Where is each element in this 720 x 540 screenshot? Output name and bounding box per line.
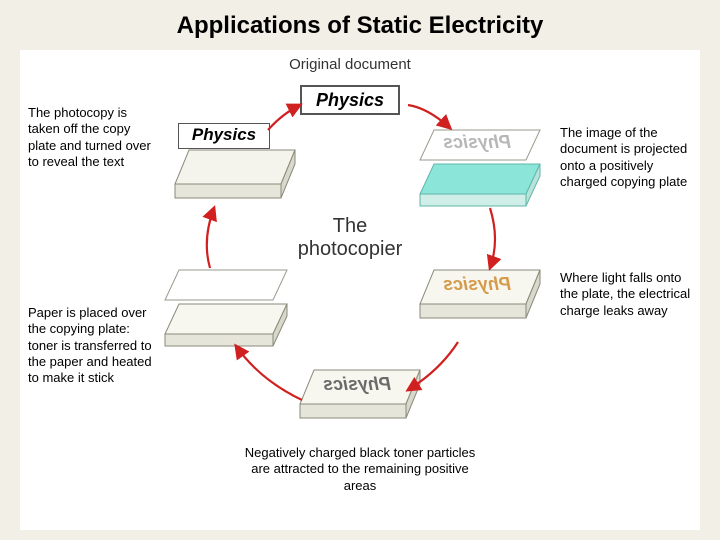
caption-bottom-left: Paper is placed over the copying plate: … xyxy=(28,305,158,386)
plate-glass xyxy=(420,130,540,160)
cycle-arrow xyxy=(268,105,300,130)
plate-front-face xyxy=(175,184,281,198)
station-left-bottom xyxy=(165,270,290,353)
original-document-label: Original document xyxy=(280,56,420,73)
caption-mid-right: Where light falls onto the plate, the el… xyxy=(560,270,695,319)
plate-top-face xyxy=(420,270,540,304)
diagram-stage: Original document The photocopier The ph… xyxy=(20,50,700,530)
page-title: Applications of Static Electricity xyxy=(0,12,720,40)
plate-paper xyxy=(165,270,287,300)
plate-front-face xyxy=(165,334,273,346)
plate-top-face xyxy=(420,164,540,194)
caption-top-right: The image of the document is projected o… xyxy=(560,125,695,190)
station-right-top: Physics xyxy=(420,130,540,213)
cycle-arrow xyxy=(207,208,214,268)
plate-front-face xyxy=(420,304,526,318)
plate-top-face xyxy=(300,370,420,404)
station-original-document: Physics xyxy=(300,85,400,115)
caption-top-left: The photocopy is taken off the copy plat… xyxy=(28,105,158,170)
plate-front-face xyxy=(300,404,406,418)
station-right-mid: Physics xyxy=(420,270,540,335)
station-bottom: Physics xyxy=(300,370,420,435)
center-label: The photocopier xyxy=(280,215,420,261)
station-left-top-plate xyxy=(175,150,295,215)
caption-bottom: Negatively charged black toner particles… xyxy=(240,445,480,494)
plate-top-face xyxy=(175,150,295,184)
cycle-arrow xyxy=(236,346,302,400)
plate-front-face xyxy=(420,194,526,206)
cycle-arrow xyxy=(408,105,450,128)
cycle-arrow xyxy=(490,208,495,268)
plate-top-face xyxy=(165,304,287,334)
station-left-top-paper: Physics xyxy=(178,123,270,149)
